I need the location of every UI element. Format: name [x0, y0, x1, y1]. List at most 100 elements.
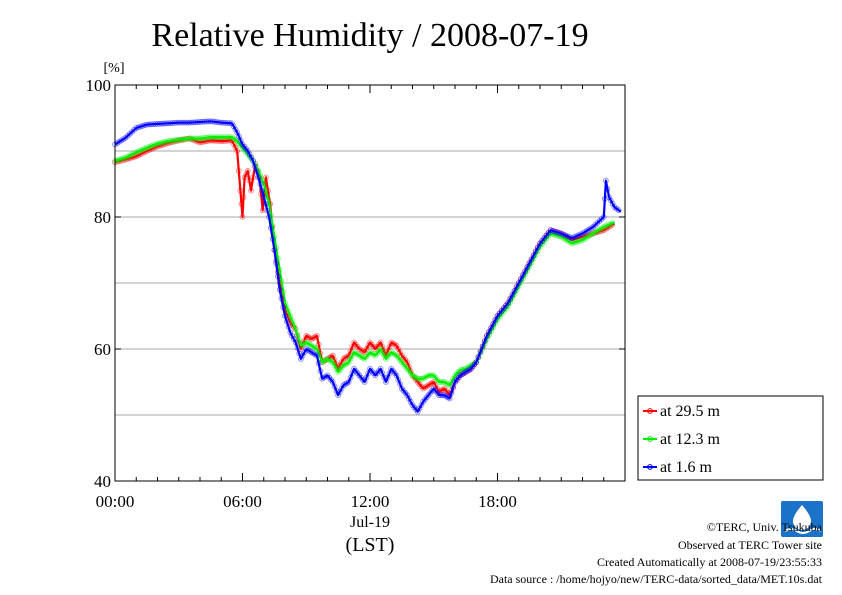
data-point [395, 346, 402, 352]
data-point [404, 392, 411, 399]
y-tick-label: 100 [86, 76, 112, 95]
data-point [246, 151, 253, 158]
data-point [306, 348, 313, 355]
data-point [588, 225, 594, 232]
data-point [509, 291, 516, 298]
data-point [397, 357, 404, 363]
data-point [331, 362, 338, 369]
data-point [372, 372, 379, 379]
data-point [585, 226, 592, 233]
data-point [395, 354, 402, 361]
data-point [611, 204, 618, 211]
data-point [409, 402, 416, 409]
data-point [367, 349, 373, 356]
data-point [466, 367, 473, 373]
data-point [532, 248, 539, 255]
data-point [528, 256, 535, 263]
data-point [457, 372, 464, 379]
data-point [402, 357, 409, 363]
data-point [358, 353, 365, 360]
data-point [496, 310, 503, 317]
data-point [328, 376, 334, 383]
data-point [407, 370, 414, 377]
data-point [310, 343, 317, 350]
data-point [457, 372, 464, 379]
data-point [596, 226, 603, 233]
data-point [507, 295, 514, 302]
series-group [112, 118, 622, 415]
data-point [414, 408, 421, 415]
data-point [423, 383, 430, 390]
data-point [545, 229, 552, 236]
data-point [462, 369, 469, 376]
data-point [492, 317, 499, 323]
legend-marker [647, 436, 653, 442]
data-point [342, 354, 349, 361]
data-point [340, 362, 347, 369]
water-drop-icon [793, 505, 811, 530]
data-point [592, 229, 599, 236]
y-tick-label: 40 [94, 472, 111, 491]
data-point [232, 126, 239, 133]
data-point [443, 387, 450, 394]
data-point [425, 382, 432, 389]
data-point [490, 321, 497, 327]
grid-lines [115, 150, 625, 416]
source-text: Data source : /home/hojyo/new/TERC-data/… [490, 572, 823, 586]
data-point [333, 365, 340, 372]
data-point [342, 381, 349, 388]
data-point [306, 341, 313, 348]
data-point [340, 382, 347, 389]
data-point [400, 361, 407, 368]
data-point [530, 252, 537, 259]
data-point [234, 138, 241, 145]
data-point [365, 342, 372, 349]
data-point [344, 380, 350, 387]
data-point [131, 126, 138, 133]
data-point [537, 240, 543, 247]
data-point [471, 361, 478, 368]
data-point [581, 235, 588, 242]
data-point [455, 374, 462, 381]
created-text: Created Automatically at 2008-07-19/23:5… [597, 555, 822, 569]
data-point [503, 302, 509, 309]
data-point [328, 358, 334, 365]
data-point [539, 237, 546, 244]
data-point [590, 224, 597, 230]
data-point [361, 356, 368, 362]
data-point [418, 402, 425, 409]
x-tick-label: 18:00 [478, 492, 517, 511]
axis-ticks: 40 60 80 100 00:00 06:00 12:00 18:00 [86, 76, 626, 511]
data-point [312, 345, 319, 351]
data-point [541, 235, 548, 242]
data-point [372, 352, 379, 359]
data-point [459, 371, 465, 378]
data-point [450, 375, 457, 382]
data-point [455, 368, 462, 375]
data-point [340, 356, 347, 362]
data-point [522, 268, 529, 275]
data-point [416, 405, 423, 412]
data-point [312, 351, 319, 358]
legend-label: at 12.3 m [660, 431, 721, 448]
data-point [594, 227, 601, 234]
data-point [383, 356, 389, 362]
data-point [356, 352, 363, 359]
data-point [581, 229, 588, 236]
data-point [354, 351, 361, 358]
data-point [388, 349, 395, 356]
data-point [129, 128, 135, 135]
date-label: Jul-19 [350, 514, 390, 531]
data-point [303, 346, 310, 352]
data-point [406, 395, 412, 402]
data-point [358, 347, 365, 354]
observed-text: Observed at TERC Tower site [678, 538, 822, 552]
data-point [409, 372, 416, 379]
legend-label: at 1.6 m [660, 459, 713, 476]
data-point [391, 370, 398, 377]
data-point [308, 349, 315, 356]
data-point [432, 374, 439, 381]
data-point [354, 370, 361, 377]
data-point [329, 359, 336, 366]
